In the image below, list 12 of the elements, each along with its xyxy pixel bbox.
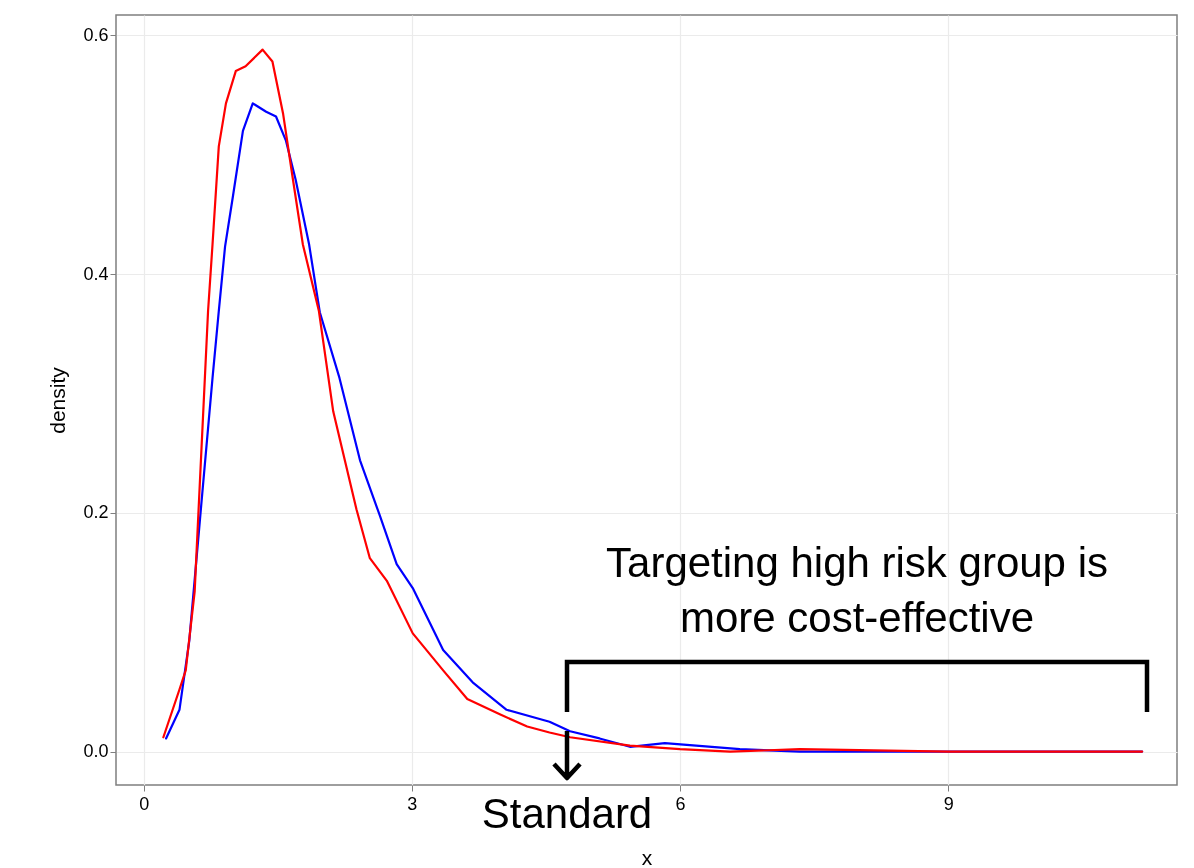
x-tick-label: 3	[407, 793, 418, 814]
y-axis-title: density	[46, 366, 70, 434]
y-tick-label: 0.4	[83, 263, 109, 284]
x-tick-label: 0	[139, 793, 150, 814]
annotation: Targeting high risk group is more cost-effective	[606, 539, 1108, 641]
text: Standard	[481, 790, 653, 837]
x-tick-label: 9	[943, 793, 954, 814]
y-tick-label: 0.2	[83, 502, 109, 523]
x-tick-label: 6	[675, 793, 686, 814]
x-axis-title: x	[641, 845, 653, 868]
y-tick-label: 0.6	[83, 24, 109, 45]
y-tick-label: 0.0	[83, 741, 109, 762]
